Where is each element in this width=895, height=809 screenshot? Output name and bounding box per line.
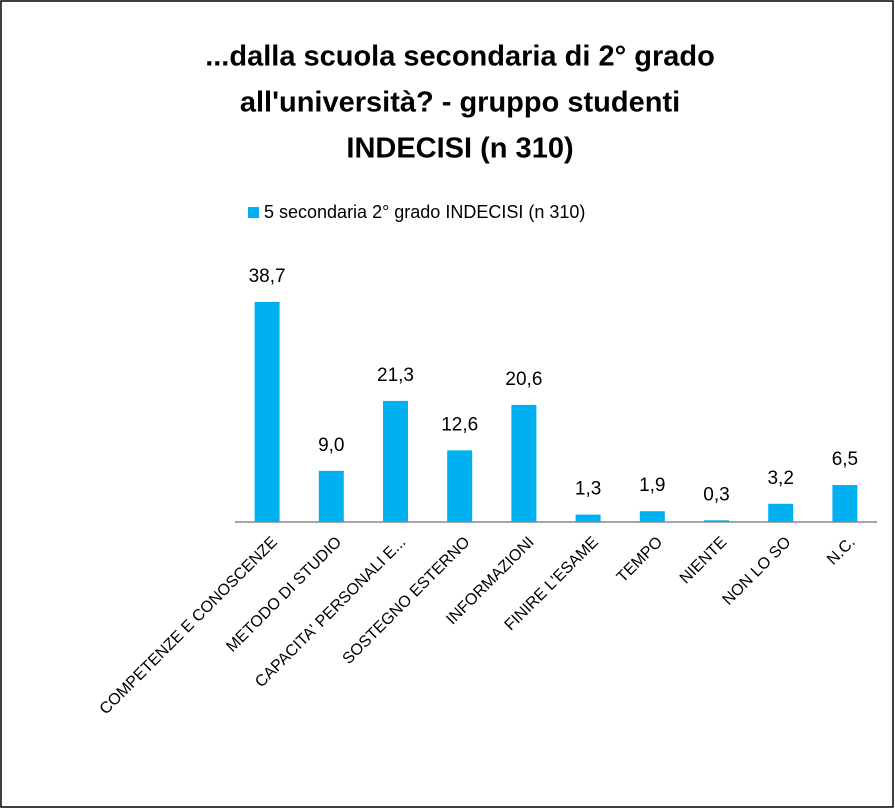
legend-label: 5 secondaria 2° grado INDECISI (n 310) [264, 202, 585, 222]
data-label: 1,9 [639, 475, 665, 496]
data-label: 12,6 [441, 414, 478, 435]
legend-swatch [248, 207, 259, 218]
bar [383, 400, 408, 522]
chart-title: all'università? - gruppo studenti [240, 87, 680, 119]
bar [768, 503, 794, 522]
bar [639, 511, 665, 522]
data-label: 21,3 [377, 365, 414, 386]
bar [318, 470, 344, 522]
data-label: 0,3 [703, 484, 729, 505]
bar [511, 404, 537, 522]
bar [447, 450, 473, 522]
data-label: 6,5 [832, 449, 858, 470]
bar [575, 514, 601, 522]
data-label: 20,6 [505, 369, 542, 390]
chart-title: INDECISI (n 310) [346, 133, 573, 165]
chart-title: ...dalla scuola secondaria di 2° grado [205, 41, 715, 73]
data-label: 38,7 [249, 266, 286, 287]
data-label: 3,2 [767, 468, 793, 489]
data-label: 1,3 [575, 479, 601, 500]
bar [832, 485, 858, 522]
bar [704, 520, 729, 522]
data-label: 9,0 [318, 435, 344, 456]
bar [254, 302, 280, 522]
